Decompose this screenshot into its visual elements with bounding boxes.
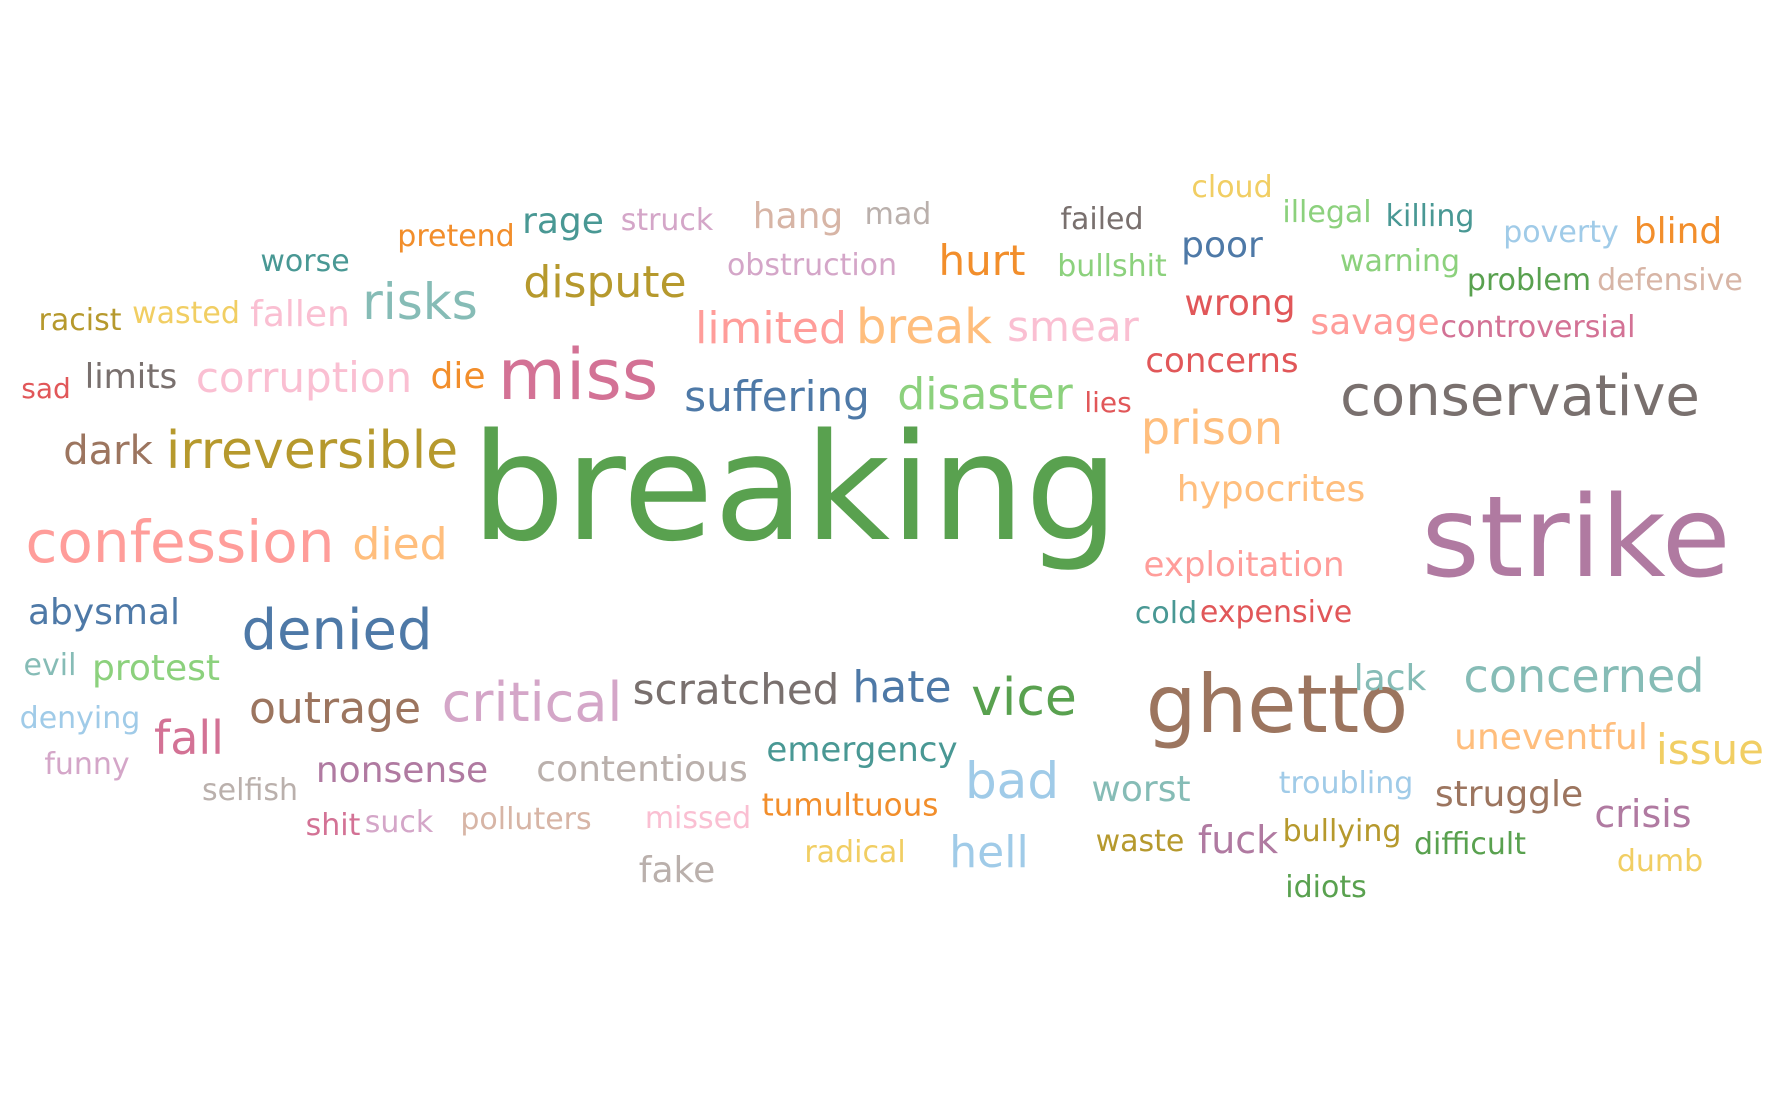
word-corruption: corruption xyxy=(195,353,413,402)
word-crisis: crisis xyxy=(1594,792,1692,836)
word-lies: lies xyxy=(1084,386,1132,419)
word-suffering: suffering xyxy=(684,372,870,421)
word-concerned: concerned xyxy=(1463,649,1705,703)
word-funny: funny xyxy=(44,747,130,782)
word-contentious: contentious xyxy=(536,749,748,790)
word-defensive: defensive xyxy=(1597,263,1743,298)
word-shit: shit xyxy=(305,808,361,843)
word-idiots: idiots xyxy=(1285,870,1367,905)
word-mad: mad xyxy=(864,197,932,232)
word-problem: problem xyxy=(1466,263,1592,298)
word-concerns: concerns xyxy=(1145,341,1299,381)
word-fall: fall xyxy=(154,711,224,765)
word-troubling: troubling xyxy=(1278,766,1414,801)
word-selfish: selfish xyxy=(202,773,298,808)
word-abysmal: abysmal xyxy=(27,592,181,633)
word-hell: hell xyxy=(949,827,1029,878)
word-breaking: breaking xyxy=(471,402,1119,574)
word-ghetto: ghetto xyxy=(1145,658,1409,751)
word-limits: limits xyxy=(84,357,178,397)
word-struck: struck xyxy=(620,203,714,238)
word-worse: worse xyxy=(260,244,350,279)
word-uneventful: uneventful xyxy=(1454,717,1648,758)
word-radical: radical xyxy=(804,835,906,870)
word-dumb: dumb xyxy=(1616,844,1704,879)
word-disaster: disaster xyxy=(897,369,1073,420)
word-prison: prison xyxy=(1140,401,1284,455)
word-warning: warning xyxy=(1339,244,1461,279)
word-sad: sad xyxy=(21,372,71,405)
word-rage: rage xyxy=(522,201,604,242)
word-protest: protest xyxy=(91,648,221,689)
word-miss: miss xyxy=(497,334,659,416)
word-expensive: expensive xyxy=(1199,595,1353,630)
word-dark: dark xyxy=(63,428,153,474)
word-irreversible: irreversible xyxy=(165,421,459,481)
word-savage: savage xyxy=(1310,302,1440,343)
word-fake: fake xyxy=(638,850,716,891)
word-bullshit: bullshit xyxy=(1057,249,1167,284)
word-illegal: illegal xyxy=(1282,195,1372,230)
word-pretend: pretend xyxy=(397,219,515,254)
word-difficult: difficult xyxy=(1414,827,1526,862)
word-missed: missed xyxy=(644,801,752,836)
word-evil: evil xyxy=(23,648,77,683)
word-confession: confession xyxy=(25,508,335,576)
word-denying: denying xyxy=(19,701,141,736)
word-strike: strike xyxy=(1421,473,1731,603)
word-racist: racist xyxy=(38,303,122,338)
word-hate: hate xyxy=(852,662,952,713)
word-fallen: fallen xyxy=(250,294,350,335)
word-critical: critical xyxy=(441,671,623,734)
word-bad: bad xyxy=(964,752,1060,810)
word-emergency: emergency xyxy=(766,730,958,770)
word-hang: hang xyxy=(752,196,844,237)
word-lack: lack xyxy=(1353,658,1427,699)
word-worst: worst xyxy=(1091,769,1191,810)
word-limited: limited xyxy=(695,303,847,354)
word-nonsense: nonsense xyxy=(315,750,489,791)
word-controversial: controversial xyxy=(1440,310,1636,345)
word-dispute: dispute xyxy=(523,257,687,308)
word-waste: waste xyxy=(1095,824,1185,859)
word-poverty: poverty xyxy=(1503,215,1619,250)
word-cloud: cloud xyxy=(1191,170,1273,205)
word-conservative: conservative xyxy=(1340,364,1700,429)
word-poor: poor xyxy=(1181,225,1263,266)
word-cold: cold xyxy=(1134,596,1198,631)
word-blind: blind xyxy=(1633,211,1723,252)
word-scratched: scratched xyxy=(632,665,840,714)
word-killing: killing xyxy=(1385,199,1475,234)
word-struggle: struggle xyxy=(1434,774,1584,815)
word-issue: issue xyxy=(1656,725,1764,774)
word-die: die xyxy=(430,356,486,397)
word-tumultuous: tumultuous xyxy=(761,787,939,824)
word-failed: failed xyxy=(1060,202,1144,237)
word-wasted: wasted xyxy=(132,296,240,331)
word-obstruction: obstruction xyxy=(726,248,898,283)
word-wrong: wrong xyxy=(1184,283,1296,324)
word-risks: risks xyxy=(362,273,478,331)
word-bullying: bullying xyxy=(1282,814,1402,849)
word-smear: smear xyxy=(1007,302,1139,351)
word-suck: suck xyxy=(364,805,434,840)
word-died: died xyxy=(352,519,448,570)
word-denied: denied xyxy=(241,598,433,663)
word-hurt: hurt xyxy=(938,236,1026,285)
word-break: break xyxy=(856,299,992,355)
word-polluters: polluters xyxy=(460,802,592,837)
word-hypocrites: hypocrites xyxy=(1176,469,1366,510)
word-fuck: fuck xyxy=(1197,818,1279,862)
word-vice: vice xyxy=(971,668,1077,728)
word-exploitation: exploitation xyxy=(1143,545,1345,585)
word-outrage: outrage xyxy=(248,683,422,734)
